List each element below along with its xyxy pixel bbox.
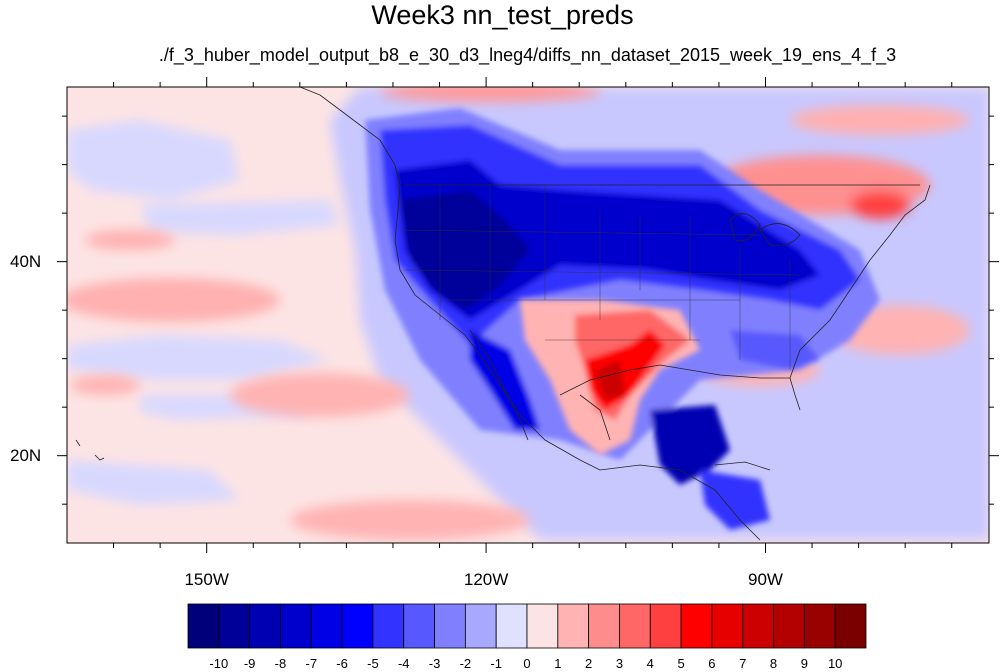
- axis-ticks: [57, 77, 999, 553]
- colorbar-swatch: [619, 603, 651, 649]
- colorbar-label: 7: [739, 656, 747, 671]
- colorbar-swatch: [310, 603, 343, 649]
- coastlines: [75, 87, 931, 541]
- colorbar-label: -9: [243, 656, 256, 671]
- x-tick-label: 120W: [463, 570, 509, 589]
- colorbar-label: -5: [367, 656, 379, 671]
- colorbar-label: 4: [646, 656, 654, 671]
- colorbar-swatch: [742, 603, 774, 649]
- colorbar-label: -2: [459, 656, 472, 671]
- colorbar-label: -8: [274, 656, 287, 671]
- colorbar-swatch: [773, 603, 805, 649]
- colorbar-label: -3: [428, 656, 441, 671]
- colorbar-swatch: [834, 603, 867, 649]
- colorbar-label: -4: [397, 656, 410, 671]
- red-anomaly-regions: [520, 300, 700, 455]
- colorbar: [187, 603, 867, 649]
- x-tick-label: 90W: [748, 570, 783, 589]
- colorbar-swatch: [249, 603, 281, 649]
- state-borders: [399, 185, 801, 370]
- colorbar-label: 0: [523, 656, 531, 671]
- colorbar-label: 10: [827, 656, 843, 671]
- y-tick-label: 40N: [10, 251, 42, 271]
- colorbar-swatch: [495, 603, 528, 649]
- colorbar-swatch: [434, 603, 466, 649]
- x-tick-label: 150W: [184, 570, 229, 589]
- y-tick-label: 20N: [10, 445, 42, 465]
- plot-frame: [66, 86, 990, 544]
- colorbar-swatch: [803, 603, 836, 649]
- colorbar-swatch: [403, 603, 435, 649]
- colorbar-label: 8: [769, 656, 778, 671]
- colorbar-swatch: [526, 603, 559, 649]
- colorbar-swatch: [341, 603, 374, 649]
- colorbar-swatch: [372, 603, 405, 649]
- colorbar-label: -1: [490, 656, 502, 671]
- map-title: Week3 nn_test_preds: [371, 0, 634, 30]
- colorbar-swatch: [218, 603, 251, 649]
- colorbar-label: 5: [677, 656, 685, 671]
- colorbar-label: 2: [585, 656, 593, 671]
- colorbar-swatch: [187, 603, 220, 649]
- colorbar-label: 1: [554, 656, 562, 671]
- colorbar-swatch: [464, 603, 497, 649]
- anomaly-field: [67, 87, 989, 541]
- colorbar-label: -6: [336, 656, 348, 671]
- colorbar-label: 9: [800, 656, 808, 671]
- colorbar-swatch: [588, 603, 620, 649]
- map-subtitle: ./f_3_huber_model_output_b8_e_30_d3_lneg…: [158, 45, 897, 65]
- colorbar-label: 6: [708, 656, 716, 671]
- colorbar-label: -10: [209, 656, 229, 671]
- colorbar-swatch: [280, 603, 312, 649]
- colorbar-swatch: [649, 603, 682, 649]
- colorbar-swatch: [711, 603, 744, 649]
- colorbar-label: -7: [305, 656, 318, 671]
- colorbar-label: 3: [615, 656, 624, 671]
- colorbar-swatch: [680, 603, 713, 649]
- colorbar-swatch: [557, 603, 590, 649]
